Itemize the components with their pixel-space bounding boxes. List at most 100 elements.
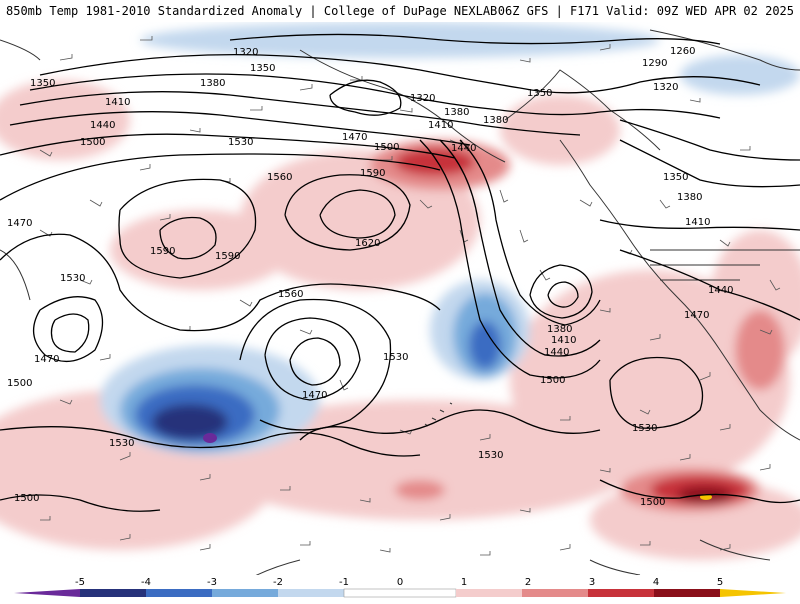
contour-line [289,337,341,386]
contour-labels: 1320 1350 1380 1350 1410 1440 1500 1530 … [7,46,733,508]
contour-line [19,91,581,136]
contour-label: 1410 [551,335,576,346]
contour-label: 1590 [150,246,175,257]
colorbar-tick-label: -2 [273,577,283,588]
contour-label: 1380 [677,192,702,203]
contour-label: 1320 [233,47,258,58]
contour-line [599,479,800,504]
colorbar-swatch-minus3 [146,589,212,597]
contour-label: 1500 [540,375,565,386]
contour-label: 1440 [544,347,569,358]
contour-label: 1590 [360,168,385,179]
contour-label: 1440 [451,143,476,154]
contour-label: 1380 [483,115,508,126]
contour-label: 1470 [7,218,32,229]
contour-label: 1260 [670,46,695,57]
contour-line [264,317,361,401]
contour-label: 1440 [90,120,115,131]
contour-line [609,356,704,429]
contour-label: 1380 [547,324,572,335]
contour-label: 1620 [355,238,380,249]
colorbar-svg: -5 -4 -3 -2 -1 0 1 2 3 4 5 [14,577,786,598]
contour-label: 1410 [105,97,130,108]
colorbar-legend: -5 -4 -3 -2 -1 0 1 2 3 4 5 [0,575,800,600]
contour-line [0,233,441,332]
contour-line [619,119,800,161]
anomaly-warm-area [0,80,130,160]
colorbar-swatch-plus4 [654,589,720,597]
contour-label: 1410 [685,217,710,228]
contour-line [529,264,593,319]
colorbar-tick-label: 1 [461,577,467,588]
contour-line [0,426,421,457]
contour-label: 1560 [267,172,292,183]
contour-label: 1530 [60,273,85,284]
colorbar-tick-label: -3 [207,577,217,588]
map-title: 850mb Temp 1981-2010 Standardized Anomal… [6,4,498,18]
colorbar-tick-label: 3 [589,577,595,588]
contour-label: 1560 [278,289,303,300]
contour-label: 1500 [80,137,105,148]
colorbar-swatch-minus4 [80,589,146,597]
contour-line [0,153,441,201]
anomaly-cold-area [203,433,217,443]
colorbar-swatch-plus2 [522,589,588,597]
contour-label: 1590 [215,251,240,262]
contour-line [284,174,411,251]
anomaly-warm-area [395,148,475,176]
contour-label: 1530 [383,352,408,363]
contour-label: 1350 [30,78,55,89]
contour-label: 1530 [228,137,253,148]
contour-label: 1410 [428,120,453,131]
contour-label: 1380 [444,107,469,118]
model-run-info: 06Z GFS | F171 Valid: 09Z WED APR 02 202… [497,4,794,18]
anomaly-cold-area [140,22,660,58]
colorbar-swatch-minus5 [14,589,80,597]
contour-line [33,296,104,362]
contour-line [319,189,396,239]
contour-line [9,111,471,146]
contour-label: 1470 [302,390,327,401]
contour-line [599,219,800,231]
contour-label: 1500 [640,497,665,508]
colorbar-tick-label: -4 [141,577,151,588]
map-header: 850mb Temp 1981-2010 Standardized Anomal… [0,0,800,22]
height-contours [0,33,800,512]
contour-line [29,73,721,119]
contour-line [159,216,217,260]
contour-label: 1380 [200,78,225,89]
contour-line [459,139,601,326]
colorbar-tick-label: 0 [397,577,403,588]
contour-line [50,313,90,353]
contour-line [419,139,601,379]
colorbar-tick-label: 2 [525,577,531,588]
contour-label: 1530 [109,438,134,449]
contour-line [439,139,601,357]
anomaly-warm-area [110,210,290,290]
contour-line [619,249,800,321]
colorbar-swatches [14,588,786,598]
colorbar-tick-label: 5 [717,577,723,588]
anomaly-cold-area [469,321,501,369]
contour-line [329,79,402,116]
contour-label: 1530 [478,450,503,461]
contour-label: 1500 [7,378,32,389]
anomaly-warm-area [500,95,620,165]
contour-line [619,139,800,188]
colorbar-swatch-plus5 [720,589,786,597]
anomaly-cold-area [680,55,800,95]
contour-label: 1500 [374,142,399,153]
colorbar-swatch-plus1 [456,589,522,597]
map-svg: 1320 1350 1380 1350 1410 1440 1500 1530 … [0,22,800,575]
colorbar-tick-label: 4 [653,577,659,588]
anomaly-warm-area [735,310,785,390]
contour-label: 1470 [684,310,709,321]
contour-line [0,494,161,512]
contour-line [229,33,721,45]
colorbar-ticks: -5 -4 -3 -2 -1 0 1 2 3 4 5 [75,577,723,588]
weather-map: 1320 1350 1380 1350 1410 1440 1500 1530 … [0,22,800,575]
colorbar-swatch-plus3 [588,589,654,597]
contour-line [118,178,257,279]
anomaly-cold-area [152,404,228,440]
contour-label: 1350 [663,172,688,183]
